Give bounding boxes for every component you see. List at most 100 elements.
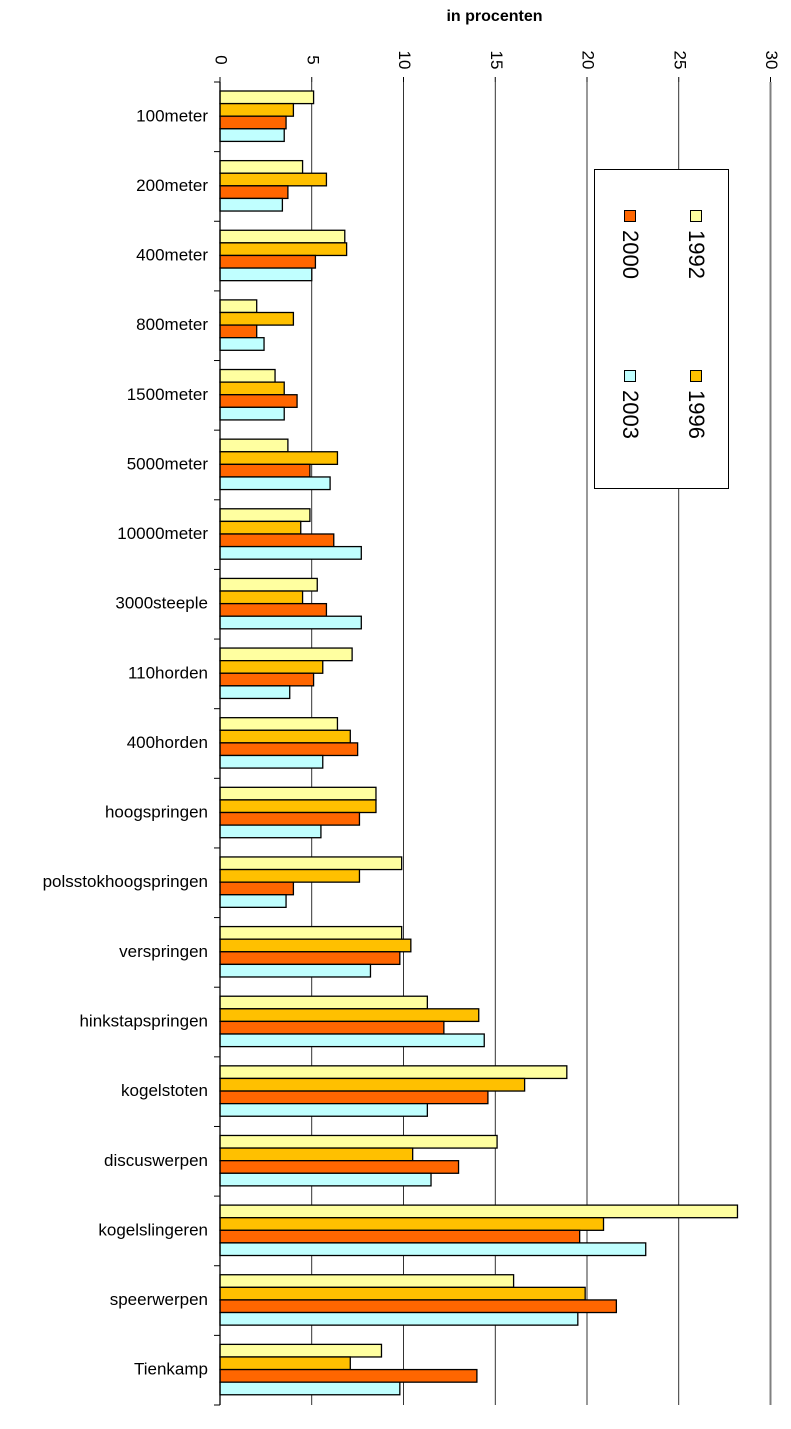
bar-2003 [219, 615, 362, 630]
legend-swatch-1996 [690, 370, 702, 382]
bar-1996 [219, 590, 304, 605]
tick-label: 10 [395, 51, 414, 70]
bar-2000 [219, 463, 311, 478]
bar-2000 [219, 1020, 445, 1035]
bar-1992 [219, 1343, 383, 1358]
bar-2000 [219, 1229, 581, 1244]
bar-1996 [219, 1147, 414, 1162]
bar-1992 [219, 925, 403, 940]
bar-2000 [219, 1299, 618, 1314]
category-label: Tienkamp [134, 1360, 208, 1379]
tick-label: 15 [487, 51, 506, 70]
tick-label: 0 [212, 55, 231, 64]
bar-1992 [219, 995, 429, 1010]
category-label: hinkstapspringen [79, 1012, 208, 1031]
bar-1992 [219, 647, 353, 662]
bar-1996 [219, 1286, 586, 1301]
bar-2000 [219, 324, 258, 339]
bar-1992 [219, 577, 318, 592]
bar-1996 [219, 799, 377, 814]
bar-2000 [219, 602, 328, 617]
bar-1996 [219, 729, 351, 744]
category-label: 200meter [136, 176, 208, 195]
bar-1996 [219, 1008, 480, 1023]
category-label: polsstokhoogspringen [43, 872, 208, 891]
legend-swatch-2000 [624, 210, 636, 222]
bar-2003 [219, 545, 362, 560]
legend-swatch-1992 [690, 210, 702, 222]
bar-1992 [219, 1134, 498, 1149]
tick-label: 30 [762, 51, 781, 70]
bar-2003 [219, 754, 324, 769]
legend-swatch-2003 [624, 370, 636, 382]
bar-2003 [219, 1311, 579, 1326]
bar-1992 [219, 1065, 568, 1080]
bar-1992 [219, 90, 315, 105]
bar-2000 [219, 811, 361, 826]
bar-2000 [219, 1160, 460, 1174]
bar-1996 [219, 1217, 605, 1231]
value-axis-ticks: 0 5 10 15 20 25 30 [212, 51, 781, 82]
bar-2000 [219, 1090, 489, 1105]
tick-label: 5 [303, 55, 322, 64]
bar-1996 [219, 1077, 526, 1092]
bar-2003 [219, 685, 291, 700]
tick-label: 20 [579, 51, 598, 70]
bar-2003 [219, 824, 322, 839]
bar-1996 [219, 451, 339, 466]
bar-1992 [219, 717, 339, 731]
bar-marks [219, 90, 739, 1396]
category-label: 5000meter [127, 454, 209, 473]
tick-label: 25 [670, 51, 689, 70]
legend-label-2000: 2000 [618, 230, 643, 279]
bar-1992 [219, 229, 346, 244]
bar-1992 [219, 508, 311, 523]
bar-2003 [219, 337, 265, 351]
bar-1996 [219, 311, 295, 326]
bar-2003 [219, 1381, 401, 1396]
bar-2003 [219, 267, 313, 282]
bar-2003 [219, 1033, 485, 1048]
bar-1992 [219, 856, 403, 871]
bar-1996 [219, 520, 302, 535]
category-label: 400meter [136, 246, 208, 265]
category-label: 100meter [136, 106, 208, 125]
bar-1996 [219, 381, 285, 396]
bar-2000 [219, 742, 359, 757]
bar-2003 [219, 1242, 647, 1257]
bar-2003 [219, 894, 287, 908]
bar-2003 [219, 1172, 432, 1187]
bar-1996 [219, 172, 328, 187]
bar-1992 [219, 786, 377, 801]
legend-item-2000: 2000 [612, 210, 652, 310]
bar-2000 [219, 185, 289, 200]
category-label: 400horden [127, 733, 208, 752]
category-label: kogelstoten [121, 1081, 208, 1100]
category-label: kogelslingeren [98, 1220, 208, 1239]
bar-1992 [219, 438, 289, 453]
legend-label-1992: 1992 [684, 230, 709, 279]
category-label: 3000steeple [115, 594, 208, 613]
bar-1992 [219, 299, 258, 314]
bar-2003 [219, 197, 284, 212]
category-axis-labels: 100meter 200meter 400meter 800meter 1500mete… [43, 81, 220, 1406]
category-label: discuswerpen [104, 1151, 208, 1170]
bar-2000 [219, 881, 295, 896]
bar-1992 [219, 368, 276, 383]
category-label: hoogspringen [105, 803, 208, 822]
legend-label-2003: 2003 [618, 390, 643, 439]
bar-1996 [219, 868, 361, 883]
bar-1992 [219, 159, 304, 174]
bar-2000 [219, 672, 315, 687]
bar-2003 [219, 963, 372, 978]
bar-2003 [219, 1102, 429, 1117]
bar-2000 [219, 254, 317, 269]
legend-item-2003: 2003 [612, 370, 652, 470]
bar-2003 [219, 476, 331, 491]
category-label: 10000meter [117, 524, 208, 543]
bar-1992 [219, 1274, 515, 1288]
bar-2003 [219, 406, 285, 421]
legend-label-1996: 1996 [684, 390, 709, 439]
legend-item-1992: 1992 [678, 210, 718, 310]
